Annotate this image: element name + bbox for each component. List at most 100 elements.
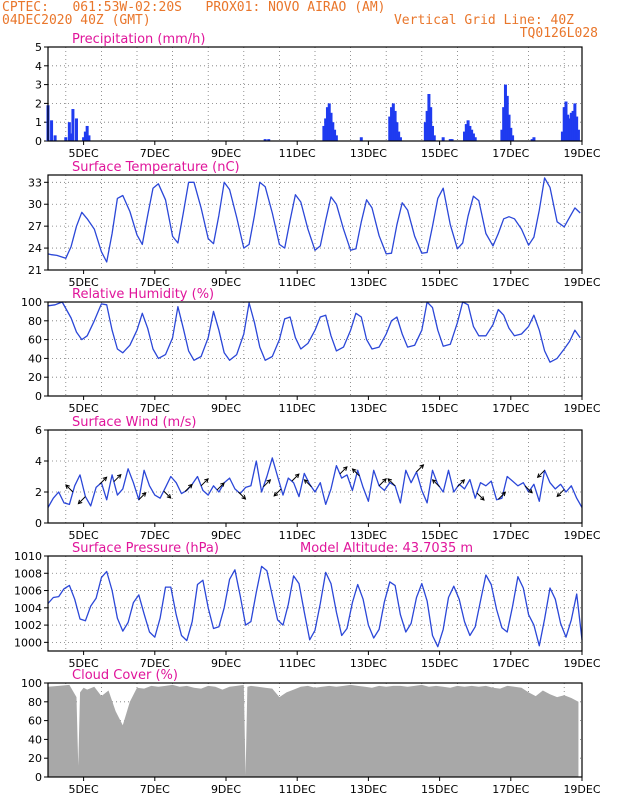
wind-arrow (536, 469, 545, 479)
wind-arrow (77, 496, 86, 505)
x-tick-label: 13DEC (350, 529, 387, 542)
precip-bar (464, 124, 468, 141)
precip-bar (463, 131, 467, 141)
header-line-1: CPTEC: 061:53W-02:20S PROX01: NOVO AIRAO… (2, 0, 386, 15)
precip-bar (562, 107, 566, 141)
y-tick-label: 100 (21, 677, 42, 690)
precip-bar (441, 137, 445, 141)
x-tick-label: 9DEC (211, 276, 241, 289)
precip-bar (69, 133, 73, 141)
humidity-title: Relative Humidity (%) (72, 287, 214, 302)
x-tick-label: 13DEC (350, 276, 387, 289)
precip-bar (329, 112, 333, 141)
precip-bar (566, 114, 570, 141)
y-tick-label: 80 (28, 696, 42, 709)
precip-bar (500, 129, 504, 141)
x-tick-label: 15DEC (421, 657, 458, 670)
wind-arrow (556, 489, 565, 498)
precip-bar (471, 133, 475, 141)
precip-bar (511, 135, 515, 141)
y-tick-label: 1006 (14, 585, 42, 598)
y-tick-label: 80 (28, 315, 42, 328)
wind-arrow (303, 479, 312, 488)
precip-bar (423, 122, 427, 141)
wind-arrow (416, 464, 425, 473)
x-tick-label: 11DEC (279, 276, 316, 289)
precip-bar (327, 103, 331, 141)
precip-bar (391, 103, 395, 141)
y-tick-label: 1010 (14, 550, 42, 563)
cloud-panel: Cloud Cover (%) 0 20 40 60 80 100 5DEC 7DEC 9DEC 1… (21, 668, 601, 796)
y-tick-label: 1008 (14, 567, 42, 580)
y-tick-label: 1004 (14, 602, 42, 615)
y-tick-label: 27 (28, 220, 42, 233)
cloud-frame (47, 682, 583, 778)
precip-bar (560, 131, 564, 141)
y-tick-label: 2 (35, 97, 42, 110)
y-tick-label: 33 (28, 176, 42, 189)
x-tick-label: 5DEC (69, 147, 99, 160)
y-tick-label: 1 (35, 116, 42, 129)
header-run-time: 04DEC2020 40Z (GMT) (2, 13, 151, 28)
y-tick-label: 4 (35, 455, 42, 468)
y-tick-label: 4 (35, 60, 42, 73)
header-grid-line: Vertical Grid Line: 40Z (393, 13, 574, 28)
y-tick-label: 30 (28, 198, 42, 211)
wind-arrow (99, 476, 108, 485)
precip-bar (322, 125, 326, 141)
y-tick-label: 40 (28, 352, 42, 365)
precip-bar (503, 84, 507, 141)
wind-arrow (378, 478, 387, 487)
wind-arrow (200, 478, 209, 487)
x-tick-label: 11DEC (279, 529, 316, 542)
wind-arrow (524, 485, 533, 494)
wind-title: Surface Wind (m/s) (72, 415, 196, 430)
precip-bar (331, 122, 335, 141)
y-tick-label: 1000 (14, 636, 42, 649)
y-tick-label: 6 (35, 424, 42, 437)
precip-bar (397, 131, 401, 141)
precip-bar (325, 107, 329, 141)
x-tick-label: 5DEC (69, 529, 99, 542)
precip-bar (575, 116, 579, 141)
pressure-series-line (47, 565, 583, 648)
wind-arrow (65, 484, 74, 493)
precip-bar (83, 131, 87, 141)
x-tick-label: 7DEC (140, 276, 170, 289)
wind-arrow (263, 479, 272, 488)
precip-bar (50, 120, 54, 141)
y-tick-label: 3 (35, 79, 42, 92)
y-tick-label: 100 (21, 296, 42, 309)
x-tick-label: 13DEC (350, 147, 387, 160)
y-tick-label: 5 (35, 41, 42, 54)
precipitation-frame (47, 46, 583, 142)
precip-bar (398, 137, 402, 141)
precip-bar (64, 137, 68, 141)
x-tick-label: 17DEC (492, 402, 529, 415)
precip-bar (429, 107, 433, 141)
wind-arrow (216, 482, 225, 491)
x-tick-label: 13DEC (350, 657, 387, 670)
precip-bar (393, 110, 397, 141)
precip-bar (53, 135, 57, 141)
precip-bar (333, 129, 337, 141)
y-tick-label: 2 (35, 486, 42, 499)
pressure-title: Surface Pressure (hPa) (72, 541, 219, 556)
wind-series-line (47, 457, 583, 508)
precip-bar (390, 107, 394, 141)
x-tick-label: 15DEC (421, 276, 458, 289)
x-tick-label: 11DEC (279, 147, 316, 160)
pressure-frame (47, 555, 583, 652)
x-tick-label: 9DEC (211, 529, 241, 542)
x-tick-label: 5DEC (69, 276, 99, 289)
x-tick-label: 19DEC (563, 147, 600, 160)
cloud-title: Cloud Cover (%) (72, 668, 178, 683)
y-tick-label: 0 (35, 517, 42, 530)
wind-arrow (273, 488, 282, 497)
wind-arrow (497, 491, 507, 500)
wind-arrow (339, 466, 348, 475)
precip-bar (388, 116, 392, 141)
x-tick-label: 11DEC (279, 657, 316, 670)
precip-bar (576, 129, 580, 141)
